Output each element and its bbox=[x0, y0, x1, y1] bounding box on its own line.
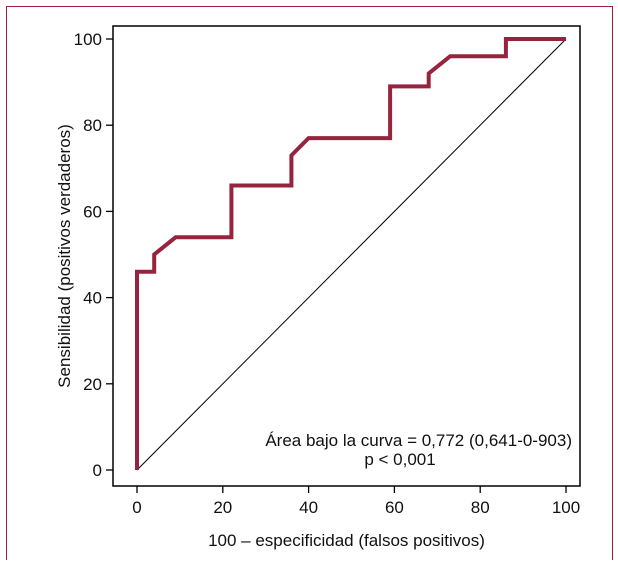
x-tick-label: 40 bbox=[299, 498, 318, 517]
x-tick-label: 20 bbox=[213, 498, 232, 517]
x-tick-label: 0 bbox=[132, 498, 141, 517]
y-tick-label: 40 bbox=[83, 289, 102, 308]
p-value-annotation: p < 0,001 bbox=[364, 450, 435, 469]
plot-area bbox=[112, 25, 581, 487]
auc-annotation: Área bajo la curva = 0,772 (0,641-0-903) bbox=[265, 431, 572, 450]
y-tick-label: 0 bbox=[93, 461, 102, 480]
figure-frame bbox=[6, 6, 613, 560]
y-axis-title: Sensibilidad (positivos verdaderos) bbox=[55, 124, 74, 388]
x-tick-label: 80 bbox=[471, 498, 490, 517]
y-tick-label: 20 bbox=[83, 375, 102, 394]
y-tick-label: 60 bbox=[83, 202, 102, 221]
x-tick-label: 100 bbox=[552, 498, 580, 517]
roc-curve-line bbox=[135, 37, 566, 470]
y-tick-label: 100 bbox=[74, 30, 102, 49]
x-tick-label: 60 bbox=[385, 498, 404, 517]
reference-diagonal-line bbox=[136, 38, 567, 471]
x-axis-title: 100 – especificidad (falsos positivos) bbox=[208, 531, 485, 550]
y-tick-label: 80 bbox=[83, 116, 102, 135]
